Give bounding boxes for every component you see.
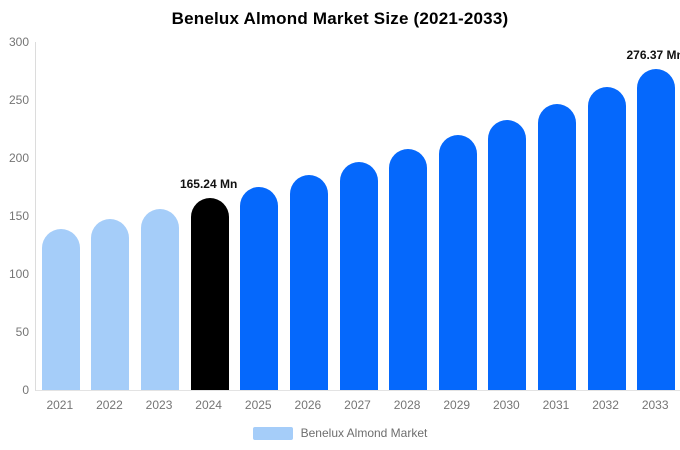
x-tick-label-2030: 2030	[492, 398, 520, 412]
x-tick-label-2029: 2029	[443, 398, 471, 412]
legend-item-benelux-almond-market[interactable]: Benelux Almond Market	[252, 426, 428, 440]
data-label-2033: 276.37 Mn	[626, 48, 680, 63]
x-tick-label-2027: 2027	[344, 398, 371, 412]
legend-label: Benelux Almond Market	[300, 426, 428, 440]
bar-2031	[537, 104, 576, 390]
plot-area	[35, 42, 680, 391]
x-tick-label-2028: 2028	[393, 398, 421, 412]
x-tick-label-2026: 2026	[294, 398, 322, 412]
x-tick-label-2031: 2031	[542, 398, 570, 412]
y-tick-label: 250	[8, 93, 29, 107]
bar-2029	[438, 134, 477, 390]
bar-2021	[41, 228, 80, 390]
legend-swatch	[252, 426, 293, 440]
x-tick-label-2033: 2033	[641, 398, 669, 412]
data-label-2024: 165.24 Mn	[179, 177, 238, 192]
bar-2025	[240, 187, 279, 390]
bar-2022	[91, 219, 130, 390]
y-tick-label: 200	[8, 151, 29, 165]
bar-2033	[637, 69, 676, 390]
bar-2026	[289, 175, 328, 390]
x-tick-label-2032: 2032	[592, 398, 619, 412]
x-tick-label-2021: 2021	[46, 398, 74, 412]
x-tick-label-2023: 2023	[145, 398, 173, 412]
chart-title: Benelux Almond Market Size (2021-2033)	[171, 9, 509, 28]
y-tick-label: 150	[8, 209, 29, 223]
bar-2023	[141, 208, 180, 390]
bar-2030	[488, 119, 527, 390]
bar-2028	[389, 149, 428, 390]
y-tick-label: 50	[15, 325, 29, 339]
bar-2027	[339, 162, 378, 390]
y-tick-label: 0	[22, 383, 29, 397]
x-tick-label-2022: 2022	[96, 398, 123, 412]
legend: Benelux Almond Market	[0, 426, 680, 440]
bar-2032	[587, 87, 626, 390]
y-tick-label: 300	[8, 35, 29, 49]
y-tick-label: 100	[8, 267, 29, 281]
x-tick-label-2024: 2024	[195, 398, 222, 412]
x-tick-label-2025: 2025	[244, 398, 272, 412]
bar-2024	[190, 198, 229, 390]
